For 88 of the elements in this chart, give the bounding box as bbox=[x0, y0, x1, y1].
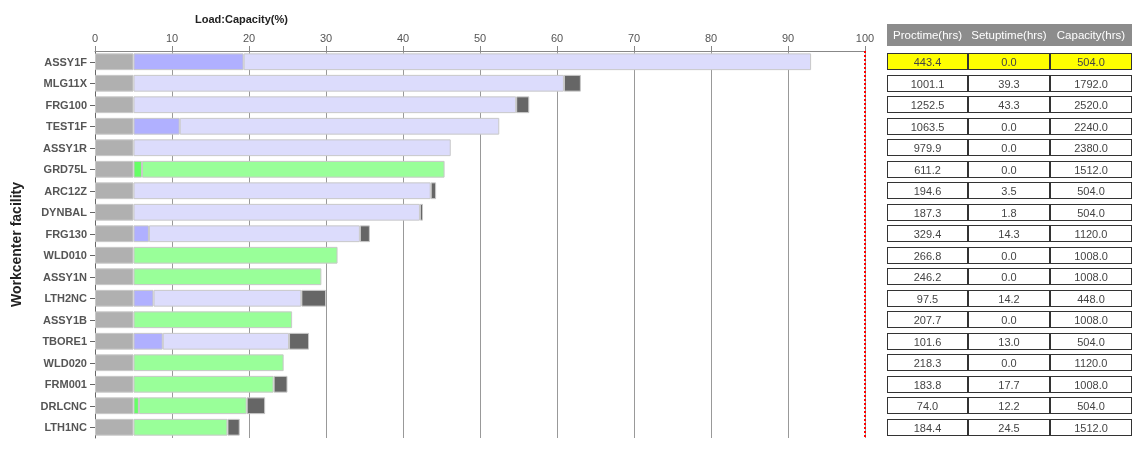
text: 17.7 bbox=[968, 375, 1050, 393]
y-axis-title: Workcenter facility bbox=[8, 181, 24, 308]
text: 207.7 bbox=[887, 311, 968, 328]
text: 74.0 bbox=[887, 397, 968, 414]
x-tick-label: 60 bbox=[550, 31, 564, 44]
y-tick-label: TBORE1 bbox=[42, 335, 87, 348]
text: 1120.0 bbox=[1050, 354, 1132, 371]
chart-title: Load:Capacity(%) bbox=[195, 12, 289, 25]
y-tick-label: FRG100 bbox=[45, 98, 87, 111]
text: 0.0 bbox=[968, 53, 1050, 70]
text: 43.3 bbox=[968, 96, 1050, 113]
text: 1063.5 bbox=[887, 117, 968, 135]
x-tick-label: 30 bbox=[319, 31, 333, 44]
text: 0.0 bbox=[968, 160, 1050, 178]
text: 329.4 bbox=[887, 225, 968, 242]
text: 14.3 bbox=[968, 225, 1050, 242]
text: 39.3 bbox=[968, 74, 1050, 92]
text: 101.6 bbox=[887, 332, 968, 350]
text: 12.2 bbox=[968, 397, 1050, 414]
text: 0.0 bbox=[968, 354, 1050, 371]
text: 187.3 bbox=[887, 203, 968, 221]
text: 1792.0 bbox=[1050, 74, 1132, 92]
category-label: Setuptime(hrs) bbox=[968, 24, 1050, 46]
y-tick-label: LTH1NC bbox=[44, 421, 88, 434]
y-tick-label: WLD020 bbox=[43, 356, 87, 369]
text: 1008.0 bbox=[1050, 311, 1132, 328]
y-tick-label: FRM001 bbox=[44, 378, 87, 391]
text: 184.4 bbox=[887, 418, 968, 436]
text: 2240.0 bbox=[1050, 117, 1132, 135]
text: 13.0 bbox=[968, 332, 1050, 350]
y-tick-label: TEST1F bbox=[46, 120, 88, 133]
x-tick-label: 100 bbox=[855, 31, 875, 44]
text: 1008.0 bbox=[1050, 246, 1132, 264]
y-tick-label: ASSY1F bbox=[44, 55, 88, 68]
text: 1008.0 bbox=[1050, 375, 1132, 393]
text: 0.0 bbox=[968, 268, 1050, 285]
x-tick-label: 10 bbox=[165, 31, 179, 44]
y-tick-label: DYNBAL bbox=[41, 206, 88, 219]
text: 266.8 bbox=[887, 246, 968, 264]
text: 0.0 bbox=[968, 246, 1050, 264]
text: 504.0 bbox=[1050, 182, 1132, 199]
text: 979.9 bbox=[887, 139, 968, 156]
text: 194.6 bbox=[887, 182, 968, 199]
text: 1001.1 bbox=[887, 74, 968, 92]
text: 611.2 bbox=[887, 160, 968, 178]
text: 1252.5 bbox=[887, 96, 968, 113]
y-tick-label: WLD010 bbox=[43, 249, 87, 262]
x-tick-label: 20 bbox=[242, 31, 256, 44]
text: 443.4 bbox=[887, 53, 968, 70]
text: 24.5 bbox=[968, 418, 1050, 436]
x-tick-label: 90 bbox=[781, 31, 795, 44]
y-tick-label: DRLCNC bbox=[40, 399, 88, 412]
y-tick-label: FRG130 bbox=[45, 227, 87, 240]
text: 0.0 bbox=[968, 139, 1050, 156]
category-label: Proctime(hrs) bbox=[887, 24, 968, 46]
text: 1008.0 bbox=[1050, 268, 1132, 285]
y-tick-label: LTH2NC bbox=[44, 292, 88, 305]
x-tick-label: 0 bbox=[91, 31, 99, 44]
text: 0.0 bbox=[968, 117, 1050, 135]
text: 218.3 bbox=[887, 354, 968, 371]
text: 97.5 bbox=[887, 289, 968, 307]
text: 448.0 bbox=[1050, 289, 1132, 307]
text: 504.0 bbox=[1050, 53, 1132, 70]
text: 3.5 bbox=[968, 182, 1050, 199]
text: 2380.0 bbox=[1050, 139, 1132, 156]
text: 504.0 bbox=[1050, 332, 1132, 350]
text: 183.8 bbox=[887, 375, 968, 393]
text: 2520.0 bbox=[1050, 96, 1132, 113]
text: 14.2 bbox=[968, 289, 1050, 307]
y-tick-label: GRD75L bbox=[43, 163, 88, 176]
x-tick-label: 50 bbox=[473, 31, 487, 44]
text: 1512.0 bbox=[1050, 418, 1132, 436]
text: 504.0 bbox=[1050, 203, 1132, 221]
text: 1512.0 bbox=[1050, 160, 1132, 178]
y-tick-label: ASSY1B bbox=[42, 313, 88, 326]
y-tick-label: ARC12Z bbox=[44, 184, 88, 197]
x-tick-label: 80 bbox=[704, 31, 718, 44]
x-tick-label: 70 bbox=[627, 31, 641, 44]
text: 504.0 bbox=[1050, 397, 1132, 414]
text: 1120.0 bbox=[1050, 225, 1132, 242]
y-tick-label: ASSY1R bbox=[42, 141, 88, 154]
category-label: Capacity(hrs) bbox=[1050, 24, 1132, 46]
y-tick-label: ASSY1N bbox=[42, 270, 88, 283]
text: 246.2 bbox=[887, 268, 968, 285]
x-tick-label: 40 bbox=[396, 31, 410, 44]
y-tick-label: MLG11X bbox=[43, 77, 88, 90]
text: 0.0 bbox=[968, 311, 1050, 328]
text: 1.8 bbox=[968, 203, 1050, 221]
